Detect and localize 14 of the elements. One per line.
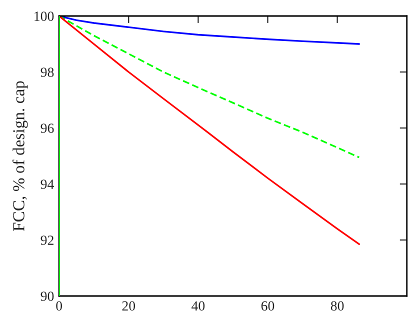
y-tick-label: 92 (40, 236, 54, 245)
y-tick-label: 96 (40, 124, 54, 133)
y-tick-label: 100 (34, 12, 54, 21)
y-tick-label: 90 (40, 292, 54, 301)
x-tick-label: 80 (330, 301, 344, 311)
y-axis-title: FCC, % of design. cap (12, 81, 28, 231)
line-series (59, 16, 360, 246)
x-tick-label: 20 (122, 301, 136, 311)
y-tick-label: 98 (40, 68, 54, 77)
x-tick-label: 60 (261, 301, 274, 311)
x-tick-label: 0 (56, 301, 62, 311)
y-tick-label: 94 (40, 180, 54, 189)
x-tick-label: 40 (192, 301, 205, 311)
line-series (59, 16, 360, 45)
